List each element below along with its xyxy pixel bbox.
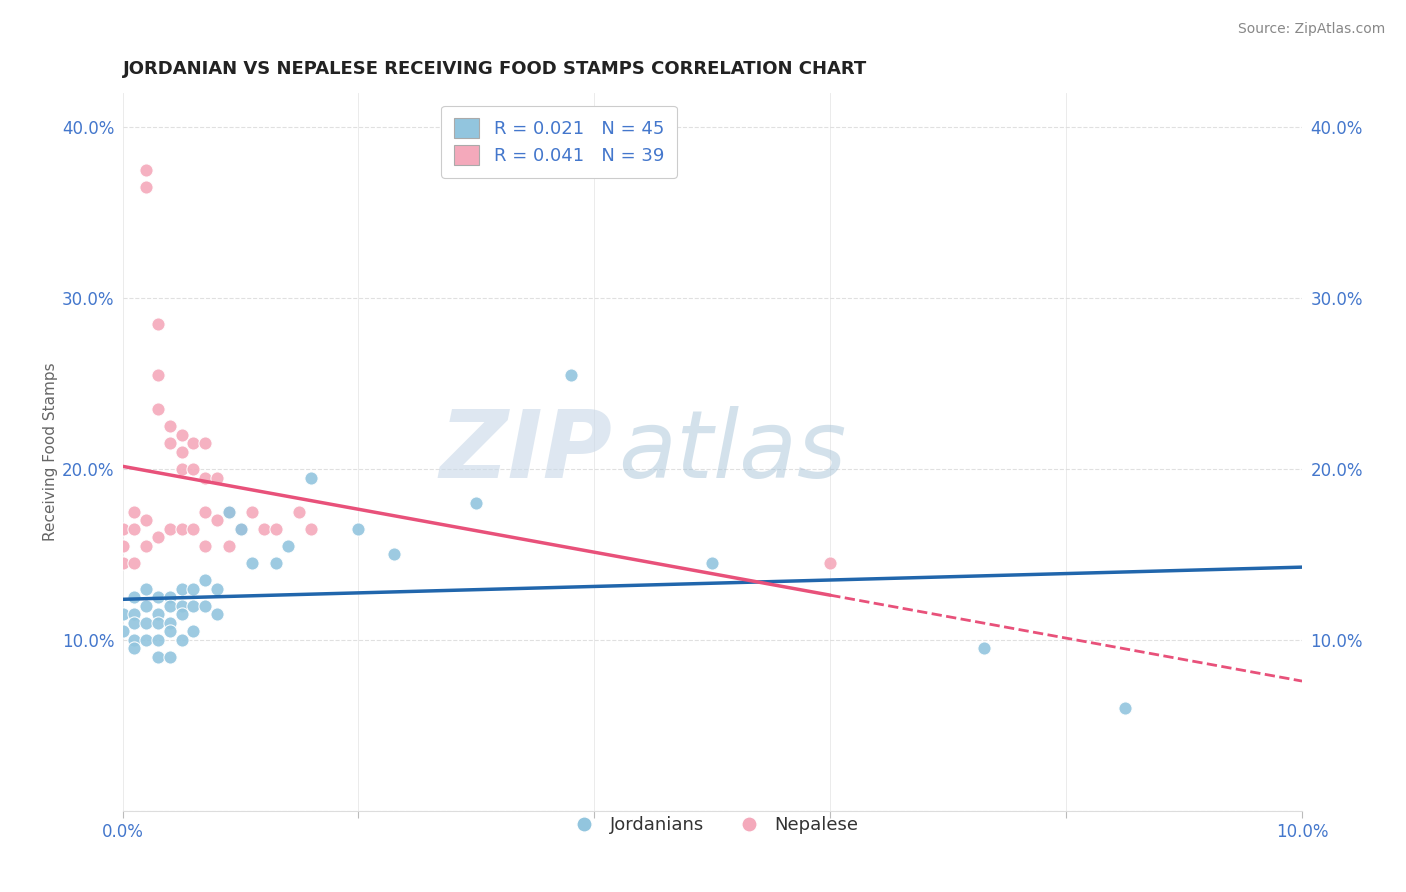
Point xyxy=(183,624,205,639)
Point xyxy=(135,632,157,647)
Point xyxy=(205,582,228,596)
Point xyxy=(218,505,240,519)
Point xyxy=(229,522,252,536)
Point xyxy=(170,522,193,536)
Point xyxy=(264,522,287,536)
Point xyxy=(124,591,146,605)
Y-axis label: Receiving Food Stamps: Receiving Food Stamps xyxy=(44,363,58,541)
Point xyxy=(194,470,217,484)
Point xyxy=(277,539,299,553)
Point xyxy=(159,522,181,536)
Point xyxy=(135,163,157,178)
Point xyxy=(124,607,146,622)
Point xyxy=(253,522,276,536)
Point xyxy=(194,539,217,553)
Point xyxy=(159,591,181,605)
Point xyxy=(194,599,217,613)
Point xyxy=(183,462,205,476)
Point xyxy=(135,513,157,527)
Point xyxy=(146,317,169,331)
Point xyxy=(159,650,181,665)
Point xyxy=(205,513,228,527)
Text: atlas: atlas xyxy=(619,407,846,498)
Point xyxy=(135,615,157,630)
Point xyxy=(159,419,181,434)
Point xyxy=(159,436,181,450)
Point xyxy=(205,470,228,484)
Point xyxy=(135,599,157,613)
Point xyxy=(288,505,311,519)
Point xyxy=(170,462,193,476)
Text: JORDANIAN VS NEPALESE RECEIVING FOOD STAMPS CORRELATION CHART: JORDANIAN VS NEPALESE RECEIVING FOOD STA… xyxy=(122,60,868,78)
Point xyxy=(347,522,370,536)
Point xyxy=(465,496,488,510)
Point xyxy=(299,470,322,484)
Point xyxy=(146,607,169,622)
Point xyxy=(124,615,146,630)
Point xyxy=(135,539,157,553)
Point xyxy=(170,445,193,459)
Point xyxy=(382,548,405,562)
Point xyxy=(170,607,193,622)
Point xyxy=(111,522,134,536)
Point xyxy=(218,505,240,519)
Point xyxy=(205,607,228,622)
Point xyxy=(299,522,322,536)
Point xyxy=(820,556,842,570)
Point xyxy=(170,632,193,647)
Point xyxy=(146,368,169,382)
Point xyxy=(111,539,134,553)
Point xyxy=(124,505,146,519)
Point xyxy=(218,539,240,553)
Point xyxy=(264,556,287,570)
Point xyxy=(170,599,193,613)
Point xyxy=(159,624,181,639)
Point xyxy=(124,632,146,647)
Point xyxy=(124,556,146,570)
Text: Source: ZipAtlas.com: Source: ZipAtlas.com xyxy=(1237,22,1385,37)
Point xyxy=(183,582,205,596)
Point xyxy=(146,402,169,417)
Point xyxy=(135,582,157,596)
Point xyxy=(194,436,217,450)
Point xyxy=(183,436,205,450)
Point xyxy=(183,599,205,613)
Point xyxy=(146,530,169,544)
Point xyxy=(146,591,169,605)
Point xyxy=(973,641,995,656)
Legend: Jordanians, Nepalese: Jordanians, Nepalese xyxy=(560,809,866,841)
Point xyxy=(159,599,181,613)
Point xyxy=(183,522,205,536)
Point xyxy=(170,582,193,596)
Point xyxy=(124,641,146,656)
Point xyxy=(124,522,146,536)
Point xyxy=(194,505,217,519)
Point xyxy=(159,615,181,630)
Point xyxy=(146,650,169,665)
Point xyxy=(111,556,134,570)
Point xyxy=(146,632,169,647)
Point xyxy=(560,368,582,382)
Text: ZIP: ZIP xyxy=(439,406,612,498)
Point xyxy=(135,180,157,194)
Point xyxy=(1114,701,1136,715)
Point xyxy=(111,607,134,622)
Point xyxy=(170,427,193,442)
Point xyxy=(229,522,252,536)
Point xyxy=(146,615,169,630)
Point xyxy=(240,556,263,570)
Point xyxy=(194,573,217,587)
Point xyxy=(702,556,724,570)
Point xyxy=(240,505,263,519)
Point xyxy=(111,624,134,639)
